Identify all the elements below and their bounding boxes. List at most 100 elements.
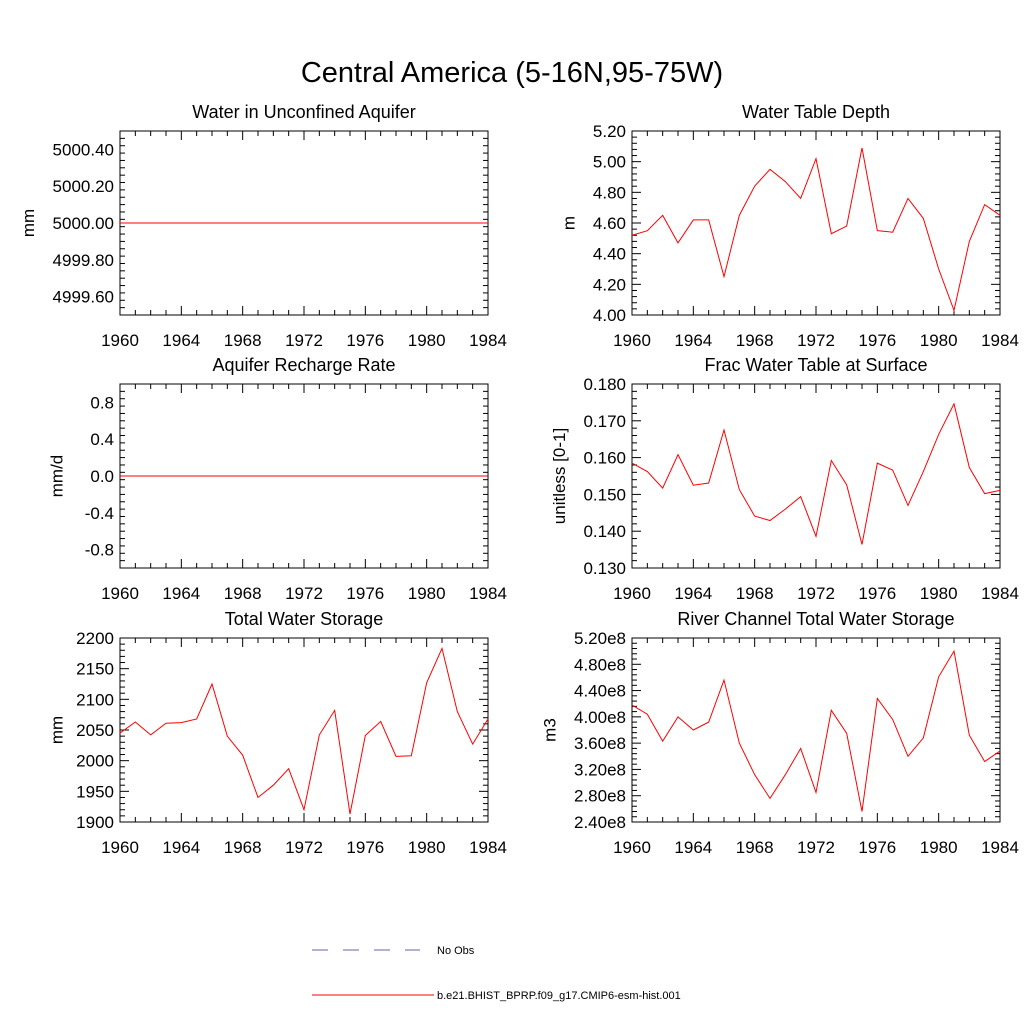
data-point xyxy=(661,487,664,490)
x-tick-label: 1976 xyxy=(858,331,896,350)
x-tick-label: 1976 xyxy=(858,584,896,603)
data-point xyxy=(631,234,634,237)
data-point xyxy=(272,784,275,787)
data-point xyxy=(379,475,382,478)
panel-aquifer-recharge-rate: Aquifer Recharge Rate 1960 1964 1968 1972 197… xyxy=(47,355,507,603)
y-tick-label: 3.20e8 xyxy=(574,760,626,779)
data-point xyxy=(937,675,940,678)
data-point xyxy=(953,402,956,405)
panel-title-water-in-unconfined-aquifer: Water in Unconfined Aquifer xyxy=(192,102,415,122)
data-point xyxy=(968,734,971,737)
data-point xyxy=(195,717,198,720)
x-tick-label: 1968 xyxy=(736,331,774,350)
x-tick-label: 1972 xyxy=(797,838,835,857)
data-point xyxy=(769,797,772,800)
data-point xyxy=(149,475,152,478)
data-point xyxy=(349,813,352,816)
panel-title-water-table-depth: Water Table Depth xyxy=(742,102,890,122)
y-tick-label: 5000.20 xyxy=(53,177,114,196)
data-point xyxy=(333,475,336,478)
data-point xyxy=(999,750,1002,753)
data-point xyxy=(425,222,428,225)
data-point xyxy=(241,754,244,757)
data-point xyxy=(303,222,306,225)
y-tick-label: 2.80e8 xyxy=(574,787,626,806)
x-tick-label: 1968 xyxy=(736,584,774,603)
data-point xyxy=(364,222,367,225)
data-point xyxy=(456,710,459,713)
data-point xyxy=(891,718,894,721)
y-axis-label: m xyxy=(559,216,578,230)
data-point xyxy=(646,229,649,232)
data-point xyxy=(983,203,986,206)
x-tick-label: 1980 xyxy=(920,584,958,603)
data-point xyxy=(211,475,214,478)
y-axis-label: mm/d xyxy=(47,455,66,498)
data-point xyxy=(830,232,833,235)
data-point xyxy=(226,475,229,478)
y-tick-label: 4.40e8 xyxy=(574,682,626,701)
data-point xyxy=(165,475,168,478)
x-tick-label: 1972 xyxy=(285,331,323,350)
data-point xyxy=(937,268,940,271)
data-point xyxy=(692,484,695,487)
y-axis-label: mm xyxy=(19,209,38,237)
data-point xyxy=(303,808,306,811)
data-point xyxy=(891,231,894,234)
series-line xyxy=(119,646,489,815)
data-point xyxy=(723,429,726,432)
y-tick-label: 2.40e8 xyxy=(574,813,626,832)
x-tick-label: 1976 xyxy=(346,584,384,603)
x-tick-label: 1968 xyxy=(224,331,262,350)
data-point xyxy=(257,222,260,225)
data-point xyxy=(661,740,664,743)
x-tick-label: 1984 xyxy=(469,331,507,350)
data-point xyxy=(723,679,726,682)
data-point xyxy=(180,475,183,478)
data-point xyxy=(441,647,444,650)
data-point xyxy=(907,504,910,507)
data-point xyxy=(646,713,649,716)
data-point xyxy=(195,222,198,225)
data-point xyxy=(677,715,680,718)
data-point xyxy=(272,222,275,225)
data-point xyxy=(677,241,680,244)
data-point xyxy=(707,481,710,484)
data-point xyxy=(487,475,490,478)
legend: No Obs b.e21.BHIST_BPRP.f09_g17.CMIP6-es… xyxy=(312,945,681,1002)
data-point xyxy=(999,489,1002,492)
data-point xyxy=(968,466,971,469)
data-point xyxy=(922,736,925,739)
x-tick-label: 1980 xyxy=(408,584,446,603)
data-point xyxy=(631,704,634,707)
data-point xyxy=(769,168,772,171)
data-point xyxy=(661,214,664,217)
data-point xyxy=(226,222,229,225)
y-axis-label: unitless [0-1] xyxy=(550,428,569,524)
data-point xyxy=(364,734,367,737)
data-point xyxy=(861,543,864,546)
data-point xyxy=(134,475,137,478)
x-tick-label: 1980 xyxy=(920,331,958,350)
data-point xyxy=(692,218,695,221)
data-point xyxy=(471,475,474,478)
data-point xyxy=(784,180,787,183)
x-tick-label: 1980 xyxy=(408,331,446,350)
y-tick-label: 2050 xyxy=(76,721,114,740)
data-point xyxy=(784,508,787,511)
data-point xyxy=(272,475,275,478)
y-tick-label: 0.0 xyxy=(90,467,114,486)
data-point xyxy=(677,453,680,456)
y-tick-label: 4.80 xyxy=(593,183,626,202)
data-point xyxy=(287,475,290,478)
y-tick-label: 0.180 xyxy=(583,375,626,394)
y-tick-label: 5.20 xyxy=(593,122,626,141)
data-point xyxy=(364,475,367,478)
data-point xyxy=(456,475,459,478)
y-tick-label: 5000.00 xyxy=(53,214,114,233)
y-tick-label: -0.8 xyxy=(85,541,114,560)
y-tick-label: 0.170 xyxy=(583,412,626,431)
data-point xyxy=(119,222,122,225)
x-tick-label: 1968 xyxy=(224,584,262,603)
x-tick-label: 1960 xyxy=(101,331,139,350)
